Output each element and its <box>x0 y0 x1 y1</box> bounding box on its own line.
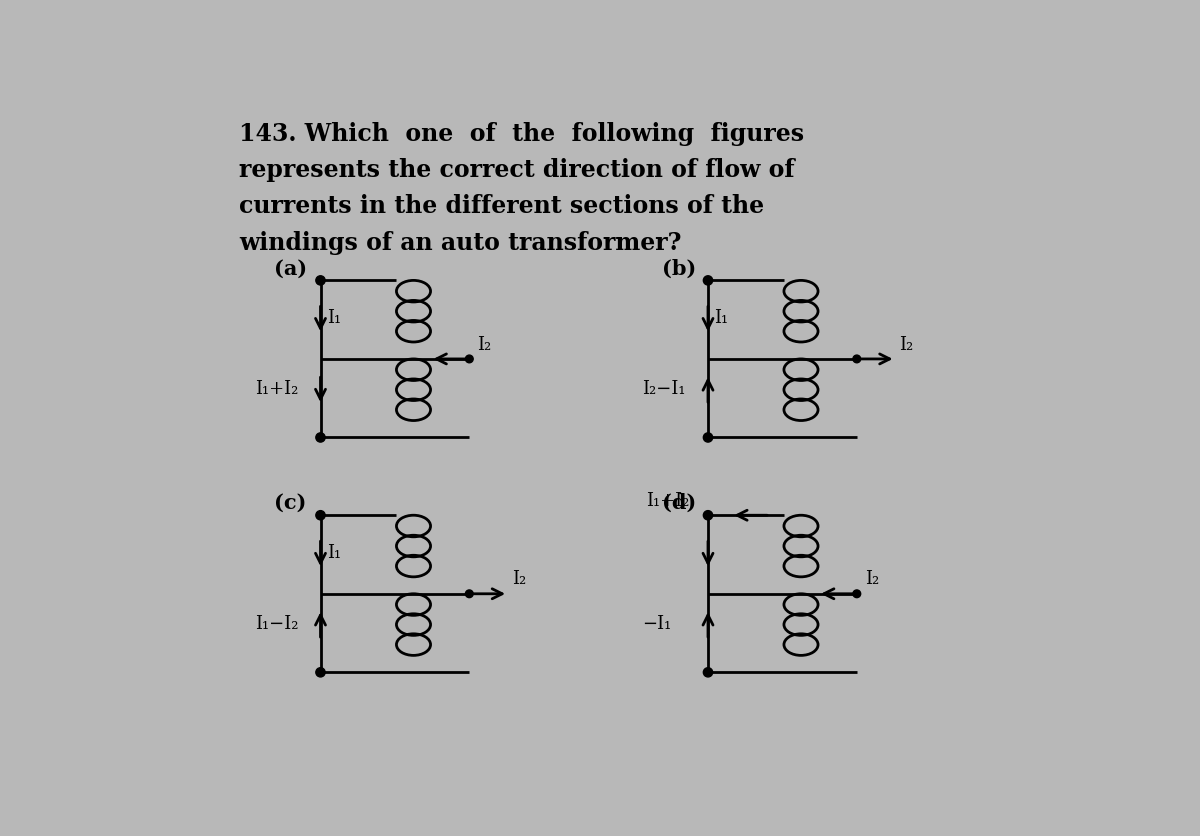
Circle shape <box>316 511 325 520</box>
Circle shape <box>316 668 325 677</box>
Text: (b): (b) <box>661 258 696 278</box>
Text: I₂: I₂ <box>864 569 878 588</box>
Circle shape <box>316 277 325 286</box>
Text: currents in the different sections of the: currents in the different sections of th… <box>239 194 764 218</box>
Circle shape <box>703 433 713 442</box>
Text: I₁: I₁ <box>326 543 341 562</box>
Text: (c): (c) <box>274 492 306 512</box>
Text: represents the correct direction of flow of: represents the correct direction of flow… <box>239 158 794 182</box>
Text: I₁−I₂: I₁−I₂ <box>254 614 298 632</box>
Circle shape <box>316 433 325 442</box>
Text: I₂: I₂ <box>478 335 491 353</box>
Circle shape <box>703 511 713 520</box>
Text: I₂: I₂ <box>512 569 526 588</box>
Text: 143. Which  one  of  the  following  figures: 143. Which one of the following figures <box>239 122 804 145</box>
Circle shape <box>466 590 473 598</box>
Text: −I₁: −I₁ <box>642 614 671 632</box>
Circle shape <box>703 668 713 677</box>
Text: I₁: I₁ <box>326 309 341 327</box>
Text: I₁+I₂: I₁+I₂ <box>254 380 298 398</box>
Text: I₂−I₁: I₂−I₁ <box>642 380 685 398</box>
Text: windings of an auto transformer?: windings of an auto transformer? <box>239 230 682 254</box>
Circle shape <box>853 355 860 364</box>
Text: I₁+I₂: I₁+I₂ <box>646 492 689 509</box>
Circle shape <box>466 355 473 364</box>
Text: I₂: I₂ <box>900 335 913 353</box>
Text: (a): (a) <box>274 258 307 278</box>
Text: I₁: I₁ <box>714 309 728 327</box>
Circle shape <box>853 590 860 598</box>
Text: (d): (d) <box>661 492 696 512</box>
Circle shape <box>703 277 713 286</box>
